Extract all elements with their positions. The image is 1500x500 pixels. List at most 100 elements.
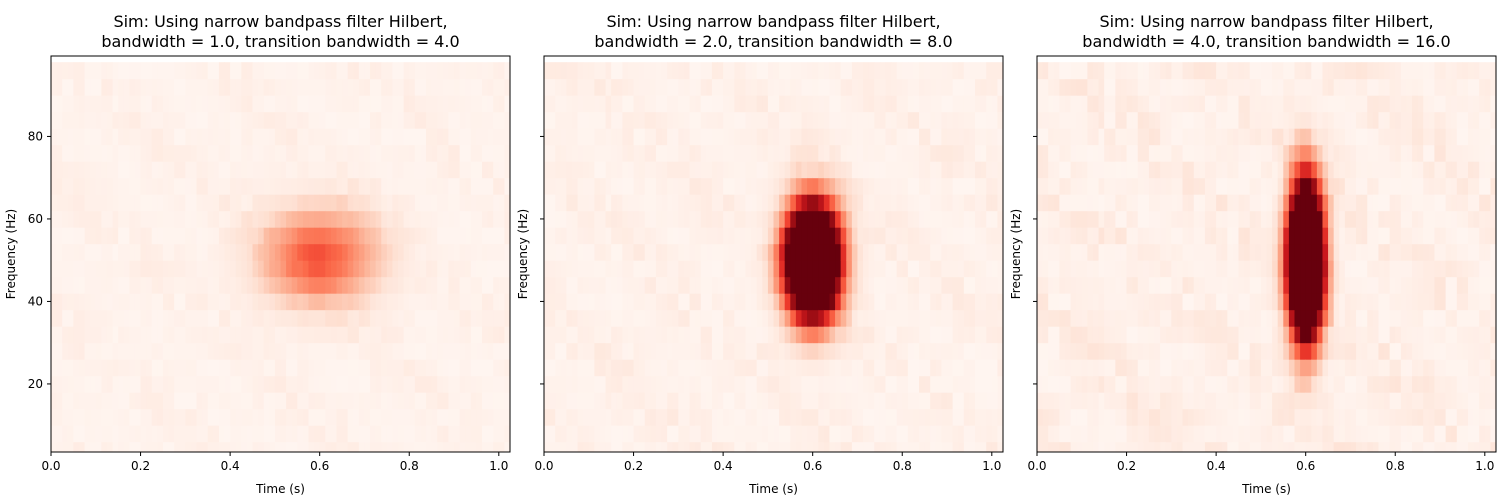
heatmap-cell bbox=[286, 441, 293, 453]
heatmap-cell bbox=[95, 408, 102, 426]
heatmap-cell bbox=[1188, 425, 1195, 443]
heatmap-cell bbox=[297, 425, 304, 443]
heatmap-cell bbox=[913, 227, 920, 245]
heatmap-cell bbox=[213, 144, 220, 162]
heatmap-cell bbox=[874, 95, 881, 113]
heatmap-cell bbox=[431, 326, 438, 344]
heatmap-cell bbox=[190, 359, 198, 377]
heatmap-cell bbox=[1232, 144, 1240, 162]
heatmap-cell bbox=[930, 111, 937, 129]
heatmap-cell bbox=[879, 408, 886, 426]
heatmap-cell bbox=[566, 210, 573, 228]
heatmap-cell bbox=[599, 326, 607, 344]
heatmap-cell bbox=[868, 95, 875, 113]
heatmap-cell bbox=[969, 128, 976, 146]
heatmap-cell bbox=[795, 62, 802, 80]
heatmap-cell bbox=[863, 375, 870, 393]
heatmap-cell bbox=[779, 425, 786, 443]
heatmap-cell bbox=[997, 210, 1004, 228]
heatmap-cell bbox=[1238, 243, 1245, 261]
heatmap-cell bbox=[599, 392, 607, 410]
heatmap-cell bbox=[224, 375, 231, 393]
heatmap-cell bbox=[683, 128, 691, 146]
heatmap-cell bbox=[263, 276, 270, 294]
heatmap-cell bbox=[1249, 194, 1256, 212]
heatmap-cell bbox=[1042, 342, 1049, 360]
heatmap-cell bbox=[1171, 441, 1178, 453]
heatmap-cell bbox=[258, 309, 265, 327]
heatmap-cell bbox=[1249, 177, 1256, 195]
heatmap-cell bbox=[924, 161, 931, 179]
heatmap-cell bbox=[280, 144, 287, 162]
heatmap-cell bbox=[975, 78, 982, 96]
heatmap-cell bbox=[823, 309, 830, 327]
heatmap-cell bbox=[56, 111, 63, 129]
heatmap-cell bbox=[487, 408, 494, 426]
heatmap-cell bbox=[566, 293, 573, 311]
heatmap-cell bbox=[650, 392, 657, 410]
heatmap-cell bbox=[230, 194, 237, 212]
heatmap-cell bbox=[913, 62, 920, 80]
heatmap-cell bbox=[1042, 95, 1049, 113]
heatmap-cell bbox=[779, 441, 786, 453]
heatmap-cell bbox=[1115, 309, 1122, 327]
heatmap-cell bbox=[599, 227, 607, 245]
heatmap-cell bbox=[851, 359, 858, 377]
heatmap-cell bbox=[280, 62, 287, 80]
heatmap-cell bbox=[56, 210, 63, 228]
heatmap-cell bbox=[1238, 128, 1245, 146]
heatmap-cell bbox=[90, 128, 97, 146]
heatmap-cell bbox=[370, 276, 377, 294]
heatmap-cell bbox=[1092, 62, 1100, 80]
heatmap-cell bbox=[611, 392, 618, 410]
heatmap-cell bbox=[1227, 441, 1234, 453]
heatmap-cell bbox=[504, 359, 511, 377]
heatmap-cell bbox=[280, 128, 287, 146]
heatmap-cell bbox=[1232, 260, 1240, 278]
heatmap-cell bbox=[263, 260, 270, 278]
heatmap-cell bbox=[1081, 425, 1088, 443]
heatmap-cell bbox=[465, 276, 472, 294]
heatmap-cell bbox=[118, 227, 125, 245]
heatmap-cell bbox=[174, 128, 181, 146]
heatmap-cell bbox=[689, 425, 696, 443]
heatmap-cell bbox=[779, 111, 786, 129]
heatmap-cell bbox=[930, 177, 937, 195]
heatmap-cell bbox=[1081, 95, 1088, 113]
heatmap-cell bbox=[1104, 111, 1111, 129]
heatmap-cell bbox=[829, 128, 836, 146]
heatmap-cell bbox=[235, 95, 242, 113]
heatmap-cell bbox=[605, 62, 612, 80]
heatmap-cell bbox=[1221, 260, 1228, 278]
heatmap-cell bbox=[622, 425, 629, 443]
heatmap-cell bbox=[487, 276, 494, 294]
heatmap-cell bbox=[1216, 144, 1223, 162]
heatmap-cell bbox=[549, 111, 556, 129]
heatmap-cell bbox=[1160, 293, 1167, 311]
heatmap-cell bbox=[1165, 260, 1172, 278]
heatmap-cell bbox=[246, 408, 254, 426]
heatmap-cell bbox=[879, 392, 886, 410]
heatmap-cell bbox=[1160, 210, 1167, 228]
heatmap-cell bbox=[667, 260, 674, 278]
heatmap-cell bbox=[1204, 62, 1212, 80]
heatmap-cell bbox=[689, 227, 696, 245]
heatmap-cell bbox=[403, 210, 410, 228]
heatmap-cell bbox=[655, 177, 663, 195]
heatmap-cell bbox=[84, 260, 91, 278]
heatmap-cell bbox=[465, 227, 472, 245]
heatmap-cell bbox=[476, 227, 483, 245]
heatmap-cell bbox=[655, 359, 663, 377]
heatmap-cell bbox=[1148, 62, 1156, 80]
heatmap-cell bbox=[162, 293, 170, 311]
heatmap-cell bbox=[672, 62, 679, 80]
heatmap-cell bbox=[868, 359, 875, 377]
heatmap-cell bbox=[302, 111, 309, 129]
heatmap-cell bbox=[84, 227, 91, 245]
heatmap-cell bbox=[1221, 194, 1228, 212]
heatmap-cell bbox=[106, 293, 114, 311]
heatmap-cell bbox=[555, 161, 562, 179]
heatmap-cell bbox=[997, 227, 1004, 245]
heatmap-cell bbox=[879, 243, 886, 261]
heatmap-cell bbox=[375, 78, 382, 96]
